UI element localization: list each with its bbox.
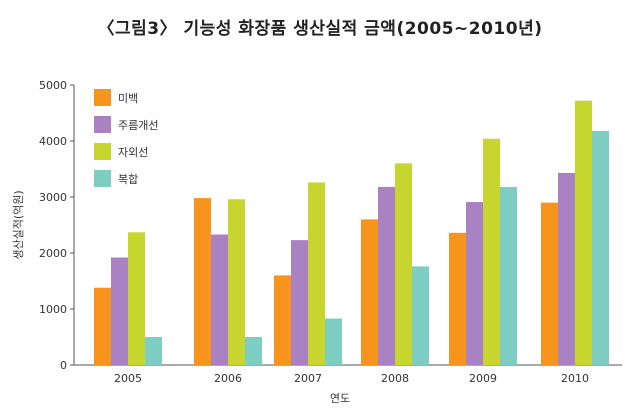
bar bbox=[541, 202, 558, 365]
legend-swatch bbox=[94, 89, 111, 106]
axes: 0 1000 2000 3000 4000 5000 bbox=[39, 79, 622, 372]
bar bbox=[211, 234, 228, 365]
x-tick-label: 2009 bbox=[469, 372, 497, 385]
bars: 2005 2006 2007 2008 2009 2010 bbox=[94, 100, 609, 385]
legend-label: 복합 bbox=[118, 173, 138, 186]
bar bbox=[378, 186, 395, 365]
x-axis-label: 연도 bbox=[330, 392, 350, 405]
bar bbox=[128, 232, 145, 365]
bar bbox=[194, 198, 211, 365]
bar bbox=[483, 138, 500, 365]
bar bbox=[395, 163, 412, 365]
bar bbox=[111, 257, 128, 365]
bar bbox=[245, 337, 262, 365]
y-tick-label: 2000 bbox=[39, 247, 67, 260]
bar bbox=[274, 275, 291, 365]
x-tick-label: 2007 bbox=[294, 372, 322, 385]
legend-swatch bbox=[94, 170, 111, 187]
bar bbox=[412, 266, 429, 365]
bar bbox=[361, 219, 378, 365]
bar bbox=[325, 318, 342, 365]
bar bbox=[449, 232, 466, 365]
bar bbox=[466, 202, 483, 365]
legend-label: 미백 bbox=[118, 92, 138, 105]
bar bbox=[592, 130, 609, 365]
x-tick-label: 2005 bbox=[114, 372, 142, 385]
chart-title: 〈그림3〉 기능성 화장품 생산실적 금액(2005~2010년) bbox=[97, 19, 543, 39]
bar bbox=[500, 186, 517, 365]
bar bbox=[558, 172, 575, 365]
y-tick-label: 1000 bbox=[39, 303, 67, 316]
legend-swatch bbox=[94, 116, 111, 133]
x-tick-label: 2008 bbox=[381, 372, 409, 385]
y-axis-label: 생산실적(억원) bbox=[12, 190, 25, 259]
legend-swatch bbox=[94, 143, 111, 160]
bar bbox=[291, 240, 308, 365]
x-tick-label: 2010 bbox=[561, 372, 589, 385]
legend-label: 주름개선 bbox=[118, 119, 158, 132]
bar bbox=[228, 199, 245, 365]
y-tick-label: 3000 bbox=[39, 191, 67, 204]
bar bbox=[94, 287, 111, 365]
bar bbox=[308, 182, 325, 365]
y-tick-label: 5000 bbox=[39, 79, 67, 92]
y-tick-label: 0 bbox=[60, 359, 67, 372]
y-tick-label: 4000 bbox=[39, 135, 67, 148]
bar bbox=[145, 337, 162, 365]
bar bbox=[575, 100, 592, 366]
legend-label: 자외선 bbox=[118, 146, 148, 159]
x-tick-label: 2006 bbox=[214, 372, 242, 385]
